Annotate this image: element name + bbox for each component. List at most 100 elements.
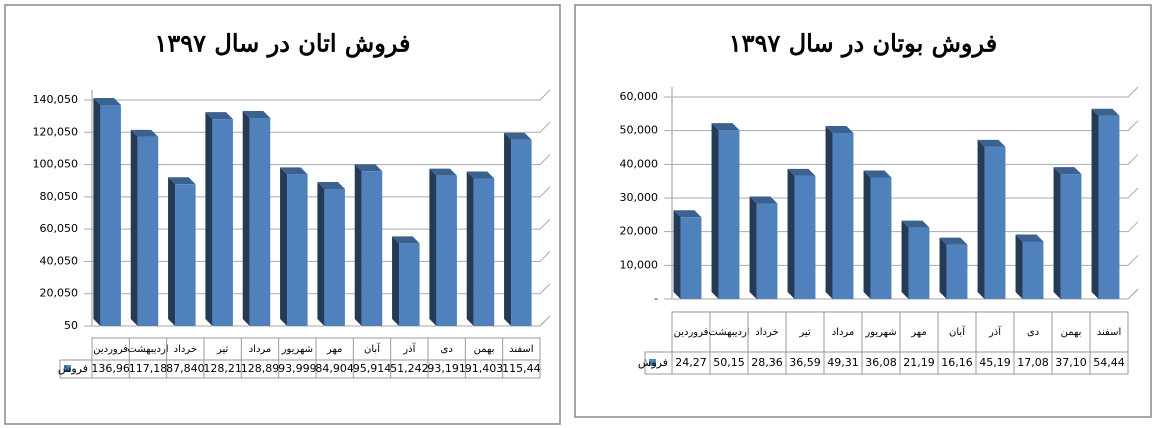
bar-top — [977, 139, 1006, 147]
x-tick-label: تیر — [798, 327, 811, 338]
bar-side — [130, 129, 138, 326]
legend-key — [64, 365, 71, 372]
data-label: 36,08 — [865, 356, 897, 369]
bar-side — [825, 125, 833, 299]
x-tick-label: شهریور — [864, 327, 896, 338]
table-cell — [644, 351, 1129, 375]
grid-line — [84, 121, 551, 133]
bar — [1098, 115, 1120, 300]
data-label: 54,44 — [1093, 356, 1125, 369]
y-tick-label: - — [654, 292, 658, 305]
x-tick-label: اسفند — [1097, 327, 1121, 338]
y-tick-label: 40,050 — [40, 254, 79, 267]
x-tick-label: فروردین — [674, 327, 709, 338]
bar-top — [504, 132, 532, 140]
bar-side — [205, 112, 213, 326]
table-cell — [59, 359, 541, 379]
bar-top — [1015, 234, 1044, 242]
x-tick-label: مرداد — [832, 327, 855, 338]
legend-label: فروش — [638, 356, 668, 369]
x-tick-label: فروردین — [93, 344, 128, 355]
bar — [175, 184, 196, 326]
data-label: 17,08 — [1017, 356, 1049, 369]
bar-side — [939, 237, 947, 299]
bar-side — [749, 196, 757, 299]
x-tick-label: بهمن — [474, 344, 495, 355]
bar-top — [429, 168, 457, 176]
data-label: 91,403 — [465, 362, 504, 375]
bar — [137, 136, 159, 326]
bar-side — [901, 220, 909, 299]
data-label: 37,10 — [1055, 356, 1087, 369]
bar-top — [711, 123, 740, 131]
bar-side — [787, 168, 795, 299]
legend-label: فروش — [58, 362, 88, 375]
data-label: 51,242 — [390, 362, 429, 375]
bar-top — [863, 170, 892, 178]
data-label: 21,19 — [903, 356, 935, 369]
x-tick-label: شهریور — [281, 344, 313, 355]
grid-line — [664, 221, 1139, 233]
y-tick-label: 60,050 — [40, 222, 79, 235]
bar-top — [280, 167, 308, 175]
bar — [946, 244, 968, 299]
bar-side — [1091, 108, 1099, 300]
bar-side — [280, 167, 288, 326]
data-label: 136,96 — [91, 362, 130, 375]
bar-side — [466, 171, 474, 326]
bar-top — [825, 125, 854, 133]
bar — [324, 189, 345, 326]
bar — [680, 217, 702, 299]
bar — [718, 130, 740, 299]
legend-key — [649, 359, 656, 366]
bar — [511, 139, 532, 326]
x-tick-label: آذر — [402, 342, 416, 355]
bar — [1022, 241, 1044, 299]
bar-side — [242, 111, 250, 326]
bar — [756, 203, 778, 299]
grid-line — [84, 315, 551, 327]
grid-line — [84, 283, 551, 295]
bar — [1060, 174, 1082, 299]
grid-line — [84, 89, 551, 101]
bar — [249, 118, 271, 326]
bar-top — [466, 171, 495, 179]
data-label: 115,44 — [502, 362, 541, 375]
bar-top — [354, 164, 383, 172]
x-tick-label: اسفند — [509, 344, 533, 355]
data-label: 117,18 — [129, 362, 168, 375]
x-tick-label: دی — [1027, 327, 1039, 338]
y-tick-label: 40,000 — [620, 157, 659, 170]
x-tick-label: دی — [441, 344, 453, 355]
y-tick-label: 120,050 — [33, 125, 79, 138]
bar-top — [939, 237, 968, 245]
bar-top — [93, 97, 121, 105]
x-tick-label: خرداد — [174, 344, 197, 355]
data-label: 24,27 — [675, 356, 707, 369]
y-tick-label: 100,050 — [33, 158, 79, 171]
x-tick-label: آذر — [988, 325, 1002, 338]
bar-side — [1015, 234, 1023, 299]
grid-line — [664, 288, 1139, 300]
bar-top — [787, 168, 816, 176]
grid-line — [664, 153, 1139, 165]
bar-top — [901, 220, 930, 228]
bar-top — [242, 111, 271, 119]
grid-line — [84, 186, 551, 198]
bar-side — [711, 123, 719, 299]
bar-side — [977, 139, 985, 299]
x-tick-label: اردیبهشت — [127, 344, 168, 355]
bar — [870, 177, 892, 299]
grid-line — [84, 251, 551, 262]
x-tick-label: مهر — [910, 327, 926, 338]
x-tick-label: مرداد — [249, 344, 272, 355]
bar — [212, 119, 233, 326]
bar — [473, 178, 495, 326]
bar-top — [168, 177, 196, 185]
data-label: 84,904 — [315, 362, 354, 375]
bar-side — [354, 164, 362, 326]
bar-side — [504, 132, 512, 326]
bar-top — [1053, 167, 1082, 175]
grid-line — [664, 187, 1139, 199]
